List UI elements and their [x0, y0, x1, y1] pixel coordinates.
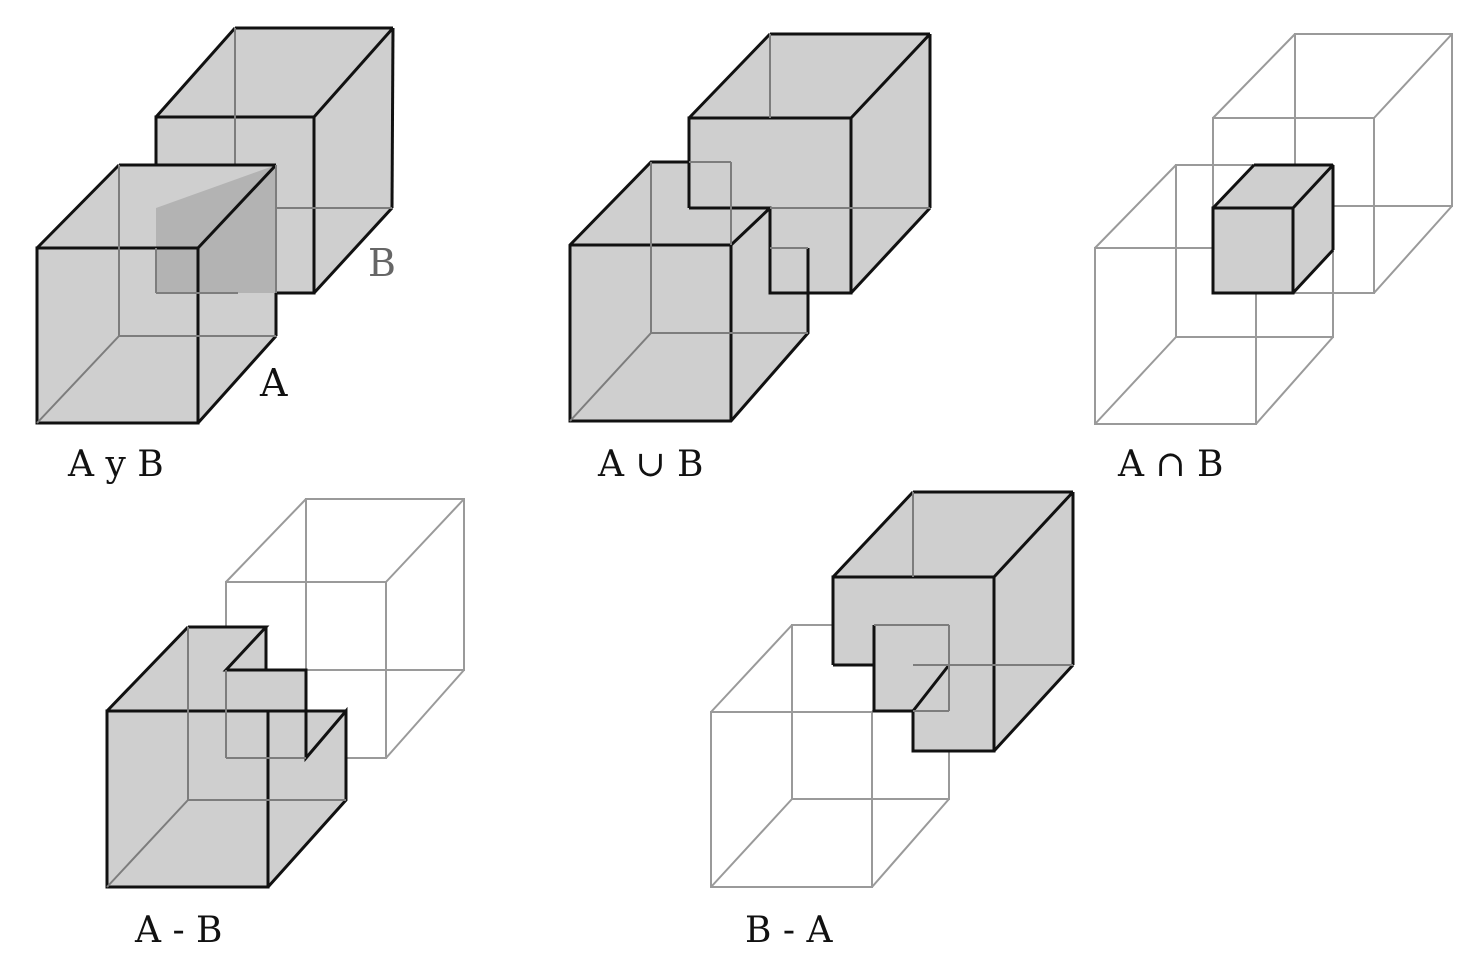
caption-union: A ∪ B — [597, 444, 704, 485]
caption-a-minus-b: A - B — [134, 910, 223, 951]
panel-intersection: A ∩ B — [1094, 33, 1453, 485]
panel-a-and-b: B A A y B — [35, 26, 396, 485]
caption-intersection: A ∩ B — [1117, 444, 1224, 485]
caption-b-minus-a: B - A — [745, 910, 834, 951]
label-b: B — [368, 241, 396, 285]
cube-a — [35, 163, 278, 425]
panel-union: A ∪ B — [568, 32, 932, 485]
panel-a-minus-b: A - B — [105, 498, 465, 951]
label-a: A — [259, 361, 288, 405]
caption-a-and-b: A y B — [67, 444, 164, 485]
panel-b-minus-a: B - A — [710, 490, 1075, 951]
